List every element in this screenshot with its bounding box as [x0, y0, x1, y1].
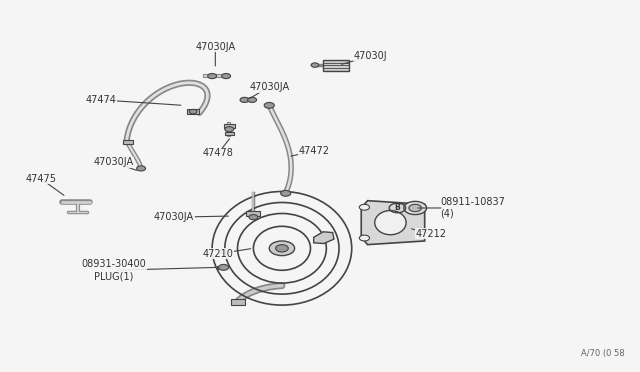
Circle shape: [281, 190, 291, 196]
Text: 47212: 47212: [415, 229, 447, 238]
Circle shape: [269, 241, 294, 256]
Circle shape: [137, 166, 145, 171]
Text: 08931-30400
PLUG(1): 08931-30400 PLUG(1): [81, 260, 146, 281]
Circle shape: [248, 97, 257, 102]
Polygon shape: [361, 201, 425, 245]
Ellipse shape: [375, 211, 406, 235]
Circle shape: [208, 74, 216, 78]
Bar: [223, 124, 235, 128]
Text: B: B: [394, 203, 400, 212]
Circle shape: [359, 204, 369, 210]
Text: 47474: 47474: [86, 95, 116, 105]
Bar: [323, 60, 349, 71]
Bar: [216, 266, 224, 269]
Bar: [246, 211, 260, 216]
Circle shape: [221, 74, 230, 78]
Circle shape: [276, 245, 288, 252]
Text: 47030JA: 47030JA: [154, 212, 194, 222]
Circle shape: [240, 97, 249, 102]
Circle shape: [311, 63, 319, 67]
Bar: [123, 140, 133, 144]
Text: 08911-10837
(4): 08911-10837 (4): [440, 197, 506, 219]
Circle shape: [264, 102, 275, 108]
Text: 47210: 47210: [203, 249, 234, 259]
Circle shape: [189, 109, 197, 114]
Text: 47475: 47475: [26, 174, 56, 184]
Text: A/70 (0 58: A/70 (0 58: [581, 349, 625, 358]
Circle shape: [404, 201, 427, 215]
Circle shape: [359, 235, 369, 241]
Text: 47030J: 47030J: [354, 51, 388, 61]
Circle shape: [249, 215, 258, 220]
Bar: [187, 109, 200, 114]
Circle shape: [409, 204, 422, 212]
Text: 47030JA: 47030JA: [195, 42, 236, 52]
Text: 47030JA: 47030JA: [249, 82, 289, 92]
Text: 47472: 47472: [298, 146, 329, 156]
Circle shape: [218, 264, 228, 270]
Bar: [230, 299, 244, 305]
Bar: [225, 132, 234, 135]
Text: 47478: 47478: [203, 148, 234, 158]
Text: 47030JA: 47030JA: [93, 157, 134, 167]
Polygon shape: [314, 232, 334, 244]
Circle shape: [225, 126, 234, 132]
